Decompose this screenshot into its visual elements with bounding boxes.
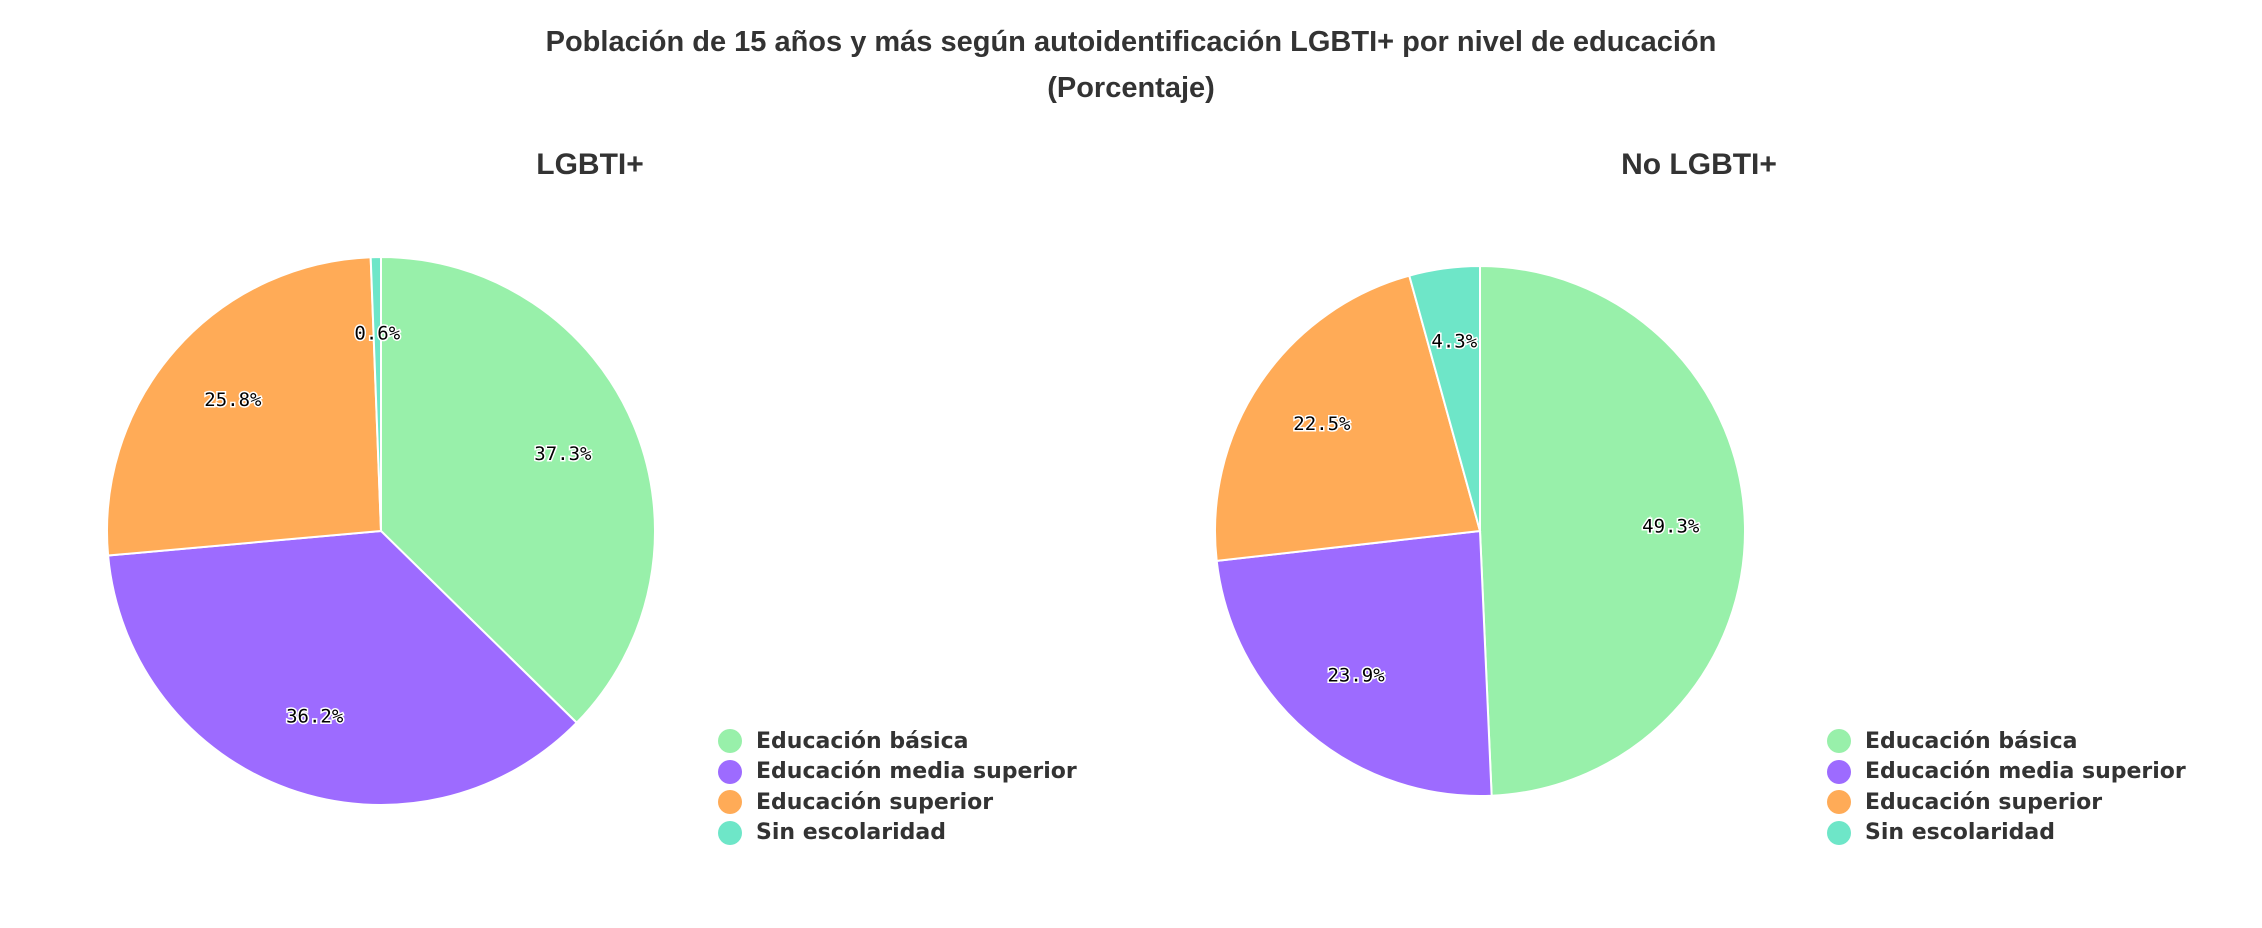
- pie-slice[interactable]: [1215, 529, 1493, 797]
- pie-slice[interactable]: [1408, 264, 1481, 532]
- legend-label: Sin escolaridad: [756, 820, 946, 846]
- legend-item-superior[interactable]: Educación superior: [1827, 787, 2186, 818]
- legend-item-superior[interactable]: Educación superior: [718, 787, 1077, 818]
- pie-slice[interactable]: [107, 529, 579, 806]
- data-label: 36.2%: [286, 705, 344, 727]
- data-label: 37.3%: [534, 443, 592, 465]
- legend-lgbti: Educación básica Educación media superio…: [718, 726, 1077, 848]
- legend-label: Educación media superior: [1865, 759, 2186, 785]
- data-label: 49.3%: [1642, 515, 1700, 537]
- data-label: 0.6%: [354, 322, 400, 344]
- legend-item-sin-escolaridad[interactable]: Sin escolaridad: [718, 818, 1077, 849]
- legend-dot: [1827, 759, 1851, 784]
- pie-slice[interactable]: [380, 255, 656, 725]
- legend-no-lgbti: Educación básica Educación media superio…: [1827, 726, 2186, 848]
- legend-item-sin-escolaridad[interactable]: Sin escolaridad: [1827, 818, 2186, 849]
- legend-label: Educación media superior: [756, 759, 1077, 785]
- data-label: 23.9%: [1327, 665, 1385, 687]
- pie-1: 49.3% 23.9% 22.5% 4.3%: [1214, 264, 1747, 797]
- pie-slice[interactable]: [1214, 274, 1482, 563]
- legend-item-media-superior[interactable]: Educación media superior: [1827, 757, 2186, 788]
- legend-dot: [1827, 729, 1851, 754]
- pie-slice[interactable]: [1479, 264, 1747, 797]
- data-label: 25.8%: [204, 389, 262, 411]
- legend-label: Educación superior: [756, 789, 994, 815]
- legend-item-basica[interactable]: Educación básica: [1827, 726, 2186, 757]
- legend-dot: [1827, 820, 1851, 845]
- pie-title-lgbti: LGBTI+: [536, 148, 644, 181]
- legend-item-basica[interactable]: Educación básica: [718, 726, 1077, 757]
- pie-slice[interactable]: [369, 255, 382, 532]
- legend-dot: [718, 790, 742, 815]
- legend-label: Educación básica: [756, 728, 969, 754]
- data-label: 4.3%: [1431, 330, 1477, 352]
- chart-subtitle: (Porcentaje): [1047, 72, 1215, 104]
- legend-label: Educación superior: [1865, 789, 2103, 815]
- pie-slice[interactable]: [106, 256, 383, 557]
- legend-label: Sin escolaridad: [1865, 820, 2055, 846]
- legend-item-media-superior[interactable]: Educación media superior: [718, 757, 1077, 788]
- legend-dot: [1827, 790, 1851, 815]
- legend-label: Educación básica: [1865, 728, 2078, 754]
- data-label: 22.5%: [1293, 413, 1351, 435]
- legend-dot: [718, 729, 742, 754]
- legend-dot: [718, 759, 742, 784]
- pie-0: 37.3% 36.2% 25.8% 0.6%: [106, 255, 656, 806]
- chart-title: Población de 15 años y más según autoide…: [545, 26, 1717, 58]
- legend-dot: [718, 820, 742, 845]
- pie-title-no-lgbti: No LGBTI+: [1621, 148, 1777, 181]
